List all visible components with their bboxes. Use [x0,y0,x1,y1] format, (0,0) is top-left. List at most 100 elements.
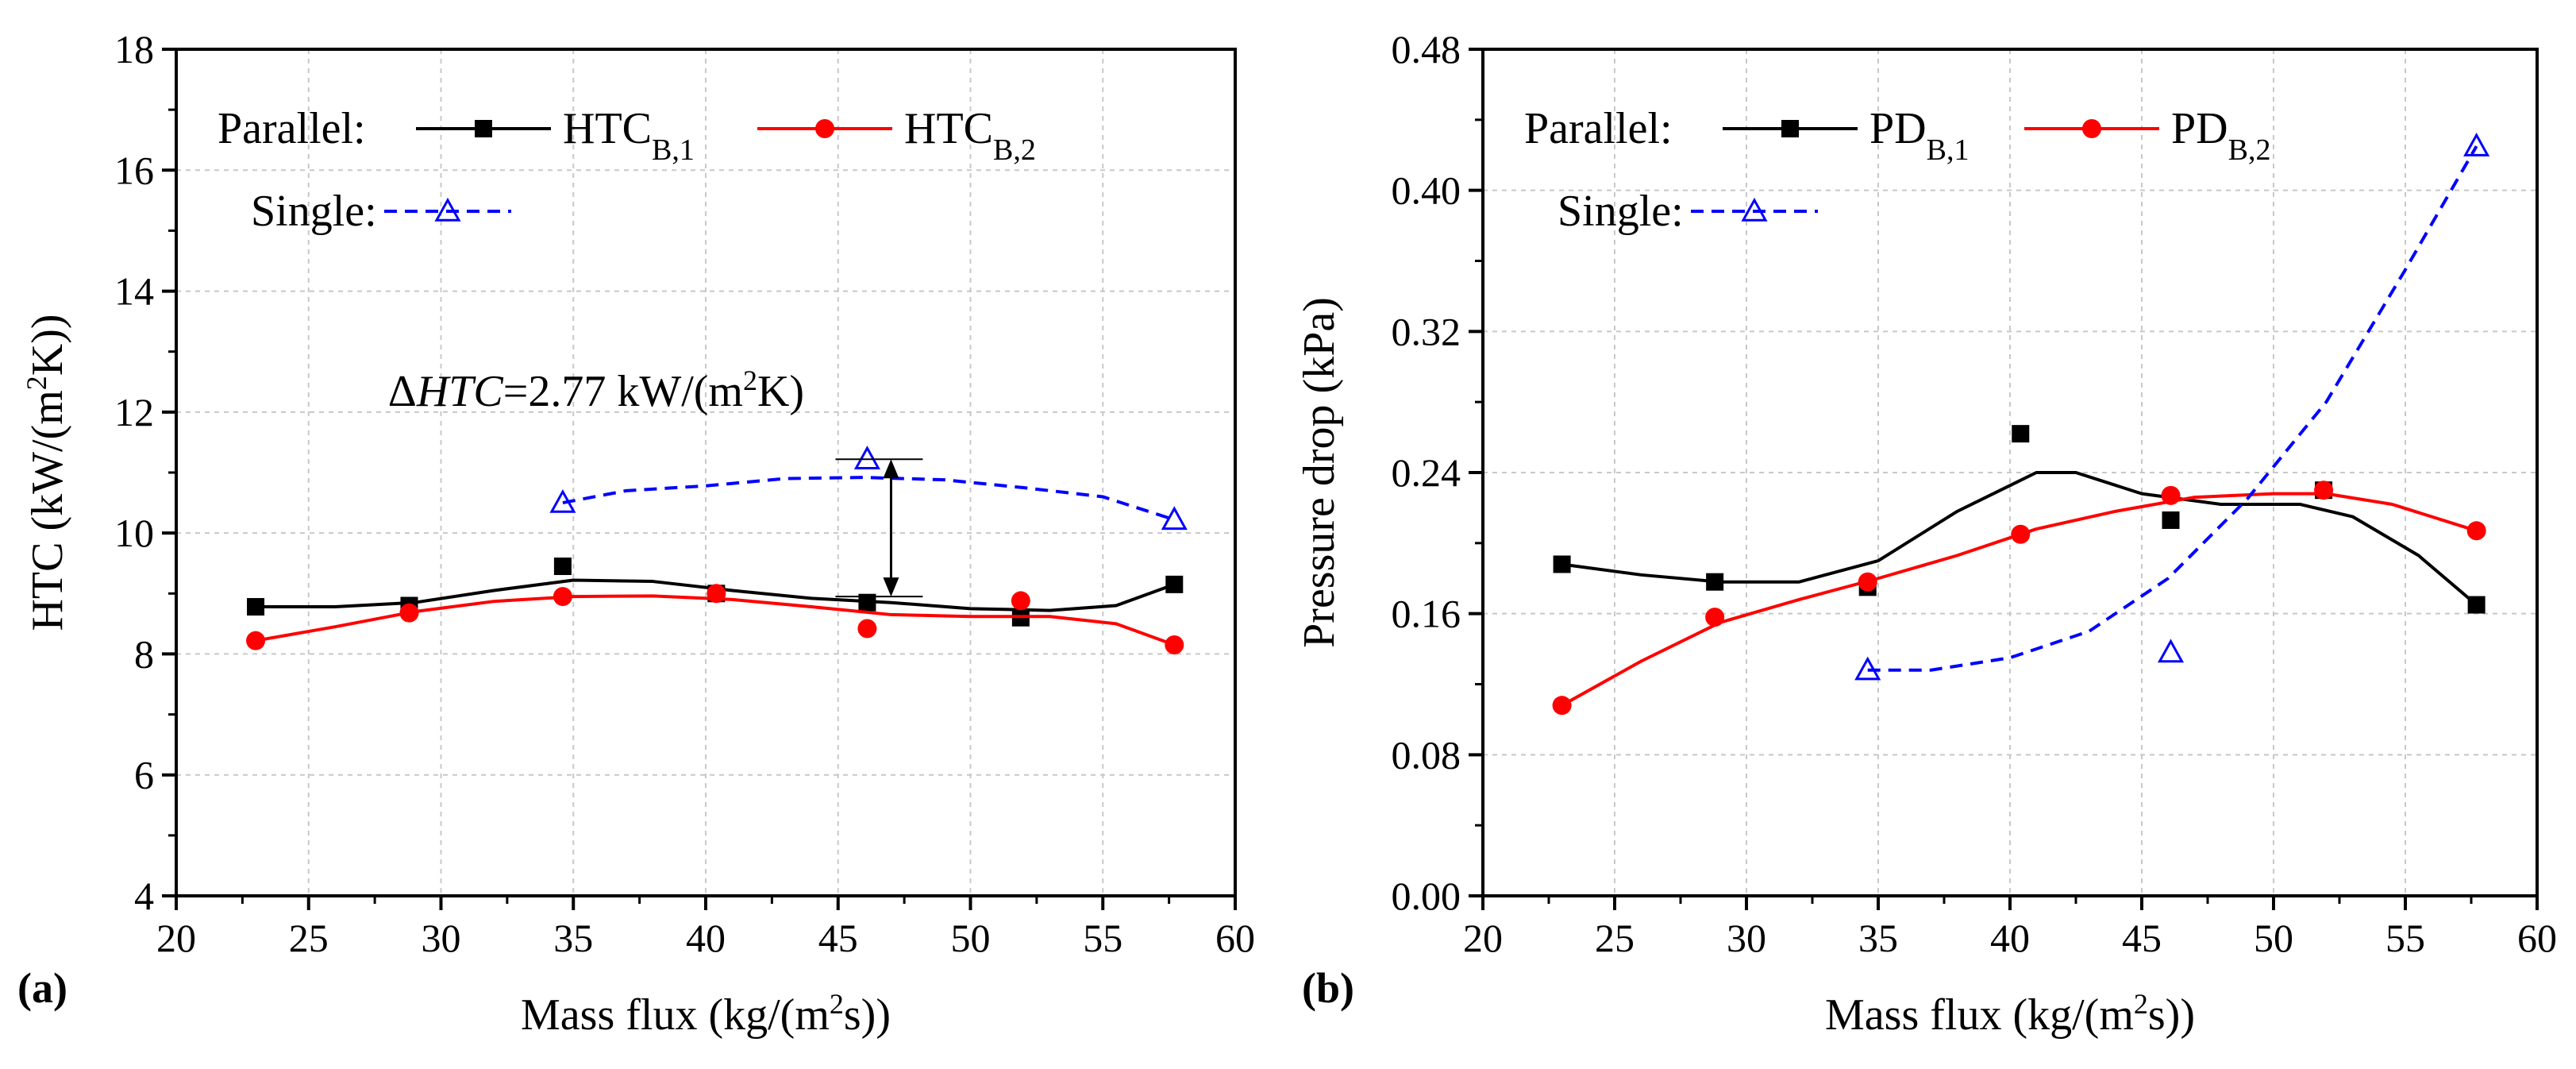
x-tick-label: 55 [1083,916,1122,960]
series-htcb-2 [246,584,1184,655]
data-point [1552,696,1572,716]
data-point [2466,521,2486,541]
x-tick-label: 20 [1463,916,1503,960]
legend-entry: PDB,1 [1869,104,1969,167]
legend: Parallel: PDB,1 PDB,2 Single: [1524,104,2270,236]
data-point [1858,572,1877,592]
x-tick-label: 25 [289,916,329,960]
legend-marker [2082,119,2101,138]
y-axis-label: HTC (kW/(m2K)) [21,314,72,631]
panel-label: (b) [1302,964,1354,1012]
series-single [549,446,1188,531]
data-point [1706,573,1724,591]
data-point [2463,133,2490,156]
legend-single-label: Single: [1558,187,1684,236]
y-tick-label: 12 [114,390,154,434]
data-point [2162,511,2180,529]
y-axis-label: Pressure drop (kPa) [1295,297,1344,648]
legend-marker [434,197,461,222]
x-tick-label: 30 [422,916,461,960]
y-tick-label: 10 [114,511,154,555]
series-pdb-1 [1553,425,2486,614]
x-axis-label: Mass flux (kg/(m2s)) [1825,988,2195,1040]
delta-htc-annotation: ΔHTC=2.77 kW/(m2K) [388,365,923,598]
x-tick-label: 30 [1727,916,1766,960]
data-point [858,593,876,612]
annotation-text: ΔHTC=2.77 kW/(m2K) [388,365,804,416]
y-tick-label: 0.16 [1392,592,1461,636]
series-line [562,476,1175,522]
x-tick-label: 35 [553,916,593,960]
x-axis-label: Mass flux (kg/(m2s)) [521,988,891,1040]
x-tick-label: 60 [2517,916,2557,960]
y-tick-label: 16 [114,148,154,192]
data-point [1165,635,1184,655]
data-point [553,587,572,607]
data-point [857,619,877,639]
legend-parallel-label: Parallel: [1524,104,1673,153]
data-point [549,488,576,513]
x-tick-label: 40 [686,916,726,960]
legend-marker [815,119,834,138]
y-tick-label: 0.08 [1392,732,1461,777]
y-tick-label: 18 [114,27,154,71]
series-line [1561,471,2478,607]
data-point [2467,596,2486,614]
data-point [707,584,726,604]
legend-entry: HTCB,2 [904,104,1036,167]
series-pdb-2 [1552,480,2486,716]
y-tick-label: 0.48 [1392,27,1461,71]
data-point [553,558,572,576]
data-point [1165,575,1184,593]
data-point [2011,524,2031,544]
data-point [247,598,265,616]
x-tick-label: 55 [2385,916,2425,960]
data-point [1854,656,1881,681]
y-tick-label: 8 [134,631,154,676]
x-tick-label: 60 [1215,916,1255,960]
y-tick-label: 0.40 [1392,168,1461,213]
x-tick-label: 50 [951,916,991,960]
x-tick-label: 45 [2122,916,2162,960]
legend: Parallel: HTCB,1 HTCB,2 Single: [218,104,1036,236]
legend-single-label: Single: [251,187,377,236]
data-point [853,446,880,469]
x-tick-label: 20 [156,916,196,960]
series-single [1854,133,2490,681]
panel-label: (a) [17,964,67,1012]
y-tick-label: 4 [134,874,154,918]
y-tick-label: 0.32 [1392,309,1461,353]
annotation-arrow-head-up [883,459,899,479]
y-tick-label: 0.24 [1392,450,1461,495]
data-point [399,603,419,623]
x-tick-label: 25 [1595,916,1635,960]
data-point [2157,639,2185,663]
y-tick-label: 0.00 [1392,874,1461,918]
data-point [2012,425,2030,443]
grid [1483,49,2537,896]
y-tick-label: 14 [114,269,154,314]
chart-panel-b: 20 25 30 35 40 45 50 55 60 0.00 0.08 0.16 0.24 0.32 0.… [1295,27,2557,1040]
x-tick-label: 45 [818,916,858,960]
grid [176,49,1235,896]
series-line [1867,145,2478,672]
data-point [2161,485,2181,505]
legend-marker [1781,120,1799,137]
legend-marker [475,120,492,137]
x-tick-label: 35 [1858,916,1898,960]
data-point [1161,506,1188,531]
legend-marker [1741,197,1768,222]
y-tick-label: 6 [134,753,154,797]
data-point [2314,480,2334,500]
x-tick-label: 50 [2254,916,2293,960]
data-point [246,631,266,650]
annotation-arrow-head-down [883,577,899,597]
data-point [1011,591,1030,611]
legend-parallel-label: Parallel: [218,104,366,153]
chart-panel-a: 20 25 30 35 40 45 50 55 60 4 6 8 10 12 14 16 18 Mass flux… [17,27,1255,1040]
legend-entry: PDB,2 [2171,104,2270,167]
x-tick-label: 40 [1990,916,2030,960]
data-point [1705,608,1725,627]
legend-entry: HTCB,1 [563,104,695,167]
